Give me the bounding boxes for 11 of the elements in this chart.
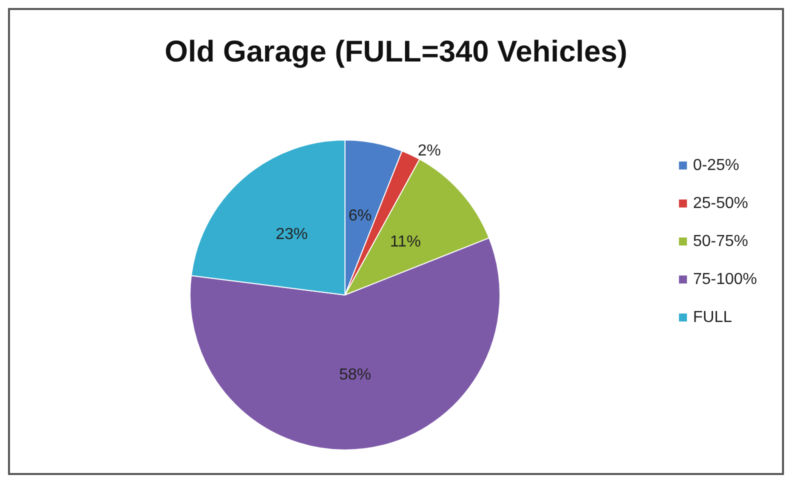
data-label: 11% xyxy=(390,233,421,250)
data-label: 6% xyxy=(348,207,372,224)
data-label: 2% xyxy=(418,142,441,160)
legend-label: FULL xyxy=(692,309,732,326)
data-label: 23% xyxy=(276,226,308,244)
legend-label: 75-100% xyxy=(692,271,757,288)
chart-title: Old Garage (FULL=340 Vehicles) xyxy=(164,36,628,68)
data-label: 58% xyxy=(339,366,372,384)
legend-label: 25-50% xyxy=(692,195,748,212)
legend-label: 50-75% xyxy=(692,233,748,250)
legend-label: 0-25% xyxy=(692,157,740,174)
